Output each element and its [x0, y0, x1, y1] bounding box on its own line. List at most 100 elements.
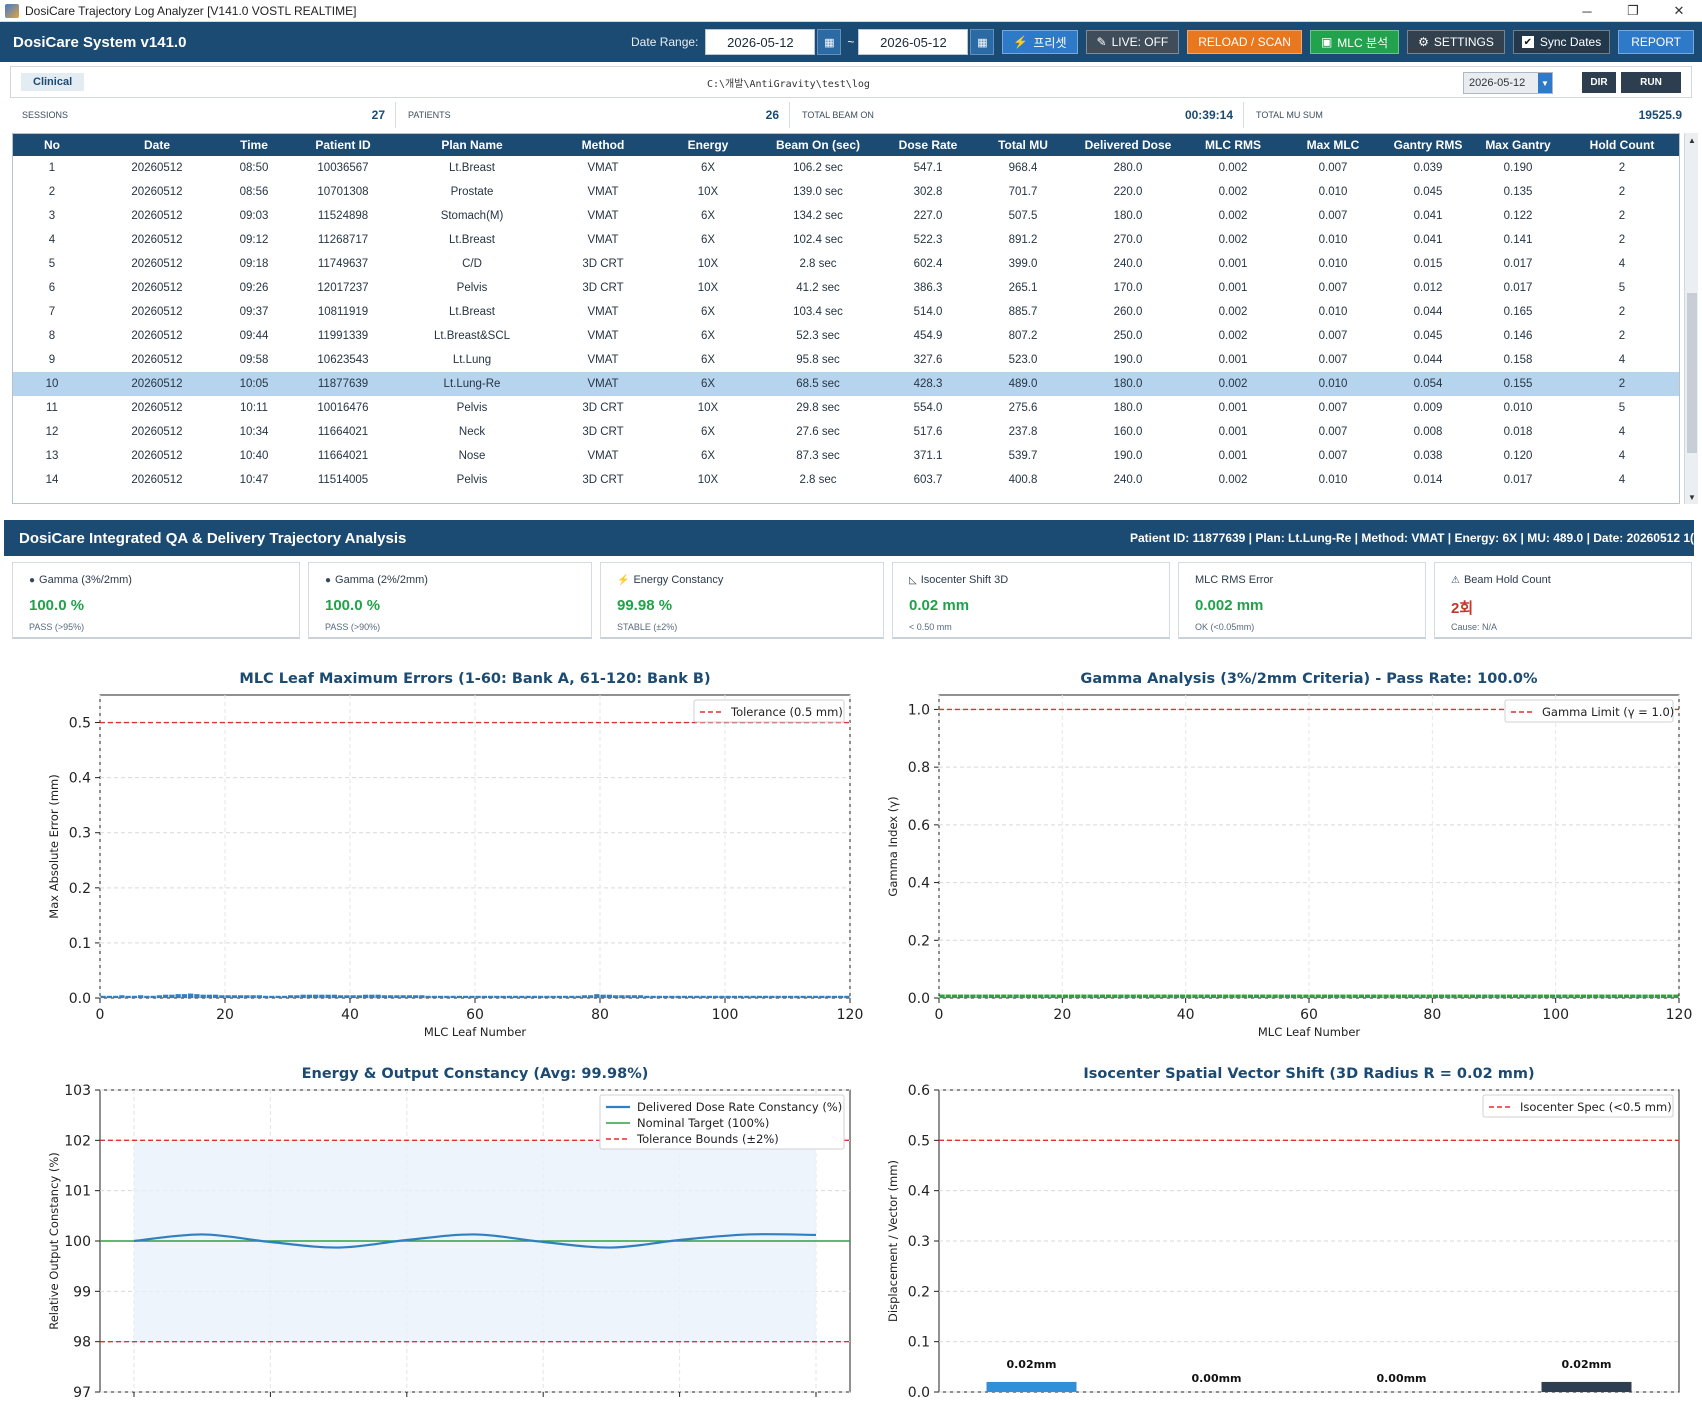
live-toggle-button[interactable]: ✎ LIVE: OFF [1085, 30, 1180, 54]
table-row[interactable]: 4 20260512 09:12 11268717 Lt.Breast VMAT 6X 102… [13, 228, 1679, 252]
mlc-leaf-bar [212, 994, 219, 998]
column-header[interactable]: Max Gantry [1485, 138, 1551, 152]
y-axis-label: Max Absolute Error (mm) [47, 774, 61, 918]
table-row[interactable]: 13 20260512 10:40 11664021 Nose VMAT 6X 87.3 se… [13, 444, 1679, 468]
column-header[interactable]: Date [143, 138, 170, 152]
mlc-analysis-button[interactable]: ▣ MLC 분석 [1309, 30, 1400, 54]
date-to-input[interactable]: 2026-05-12 [858, 29, 969, 55]
table-cell: 09:44 [239, 330, 269, 342]
table-row[interactable]: 9 20260512 09:58 10623543 Lt.Lung VMAT 6X 95.8 … [13, 348, 1679, 372]
column-header[interactable]: Delivered Dose [1084, 138, 1172, 152]
kpi-value: 99.98 % [617, 597, 673, 614]
column-header[interactable]: Total MU [998, 138, 1048, 152]
column-header[interactable]: Hold Count [1589, 138, 1655, 152]
settings-button[interactable]: ⚙ SETTINGS [1407, 30, 1505, 54]
table-cell: 0.002 [1218, 306, 1248, 318]
table-scrollbar[interactable]: ▲ ▼ [1684, 133, 1698, 504]
gamma-bar [1364, 994, 1371, 998]
gamma-bar [1192, 994, 1198, 998]
warning-icon: ⚠ [1451, 575, 1460, 586]
table-cell: 2.8 sec [799, 258, 837, 270]
table-row[interactable]: 5 20260512 09:18 11749637 C/D 3D CRT 10X 2.8 se… [13, 252, 1679, 276]
kpi-subtitle: PASS (>90%) [325, 622, 381, 632]
table-row[interactable]: 12 20260512 10:34 11664021 Neck 3D CRT 6X 27.6 … [13, 420, 1679, 444]
column-header[interactable]: Energy [687, 138, 729, 152]
table-cell: 11749637 [317, 258, 369, 270]
table-row[interactable]: 10 20260512 10:05 11877639 Lt.Lung-Re VMAT 6X 6… [13, 372, 1679, 396]
sync-dates-checkbox[interactable]: ✔ Sync Dates [1512, 30, 1611, 54]
mlc-leaf-bar [687, 995, 694, 998]
table-cell: Lt.Breast [448, 162, 496, 174]
table-row[interactable]: 8 20260512 09:44 11991339 Lt.Breast&SCL VMAT 6… [13, 324, 1679, 348]
table-row[interactable]: 6 20260512 09:26 12017237 Pelvis 3D CRT 10X 41.… [13, 276, 1679, 300]
scroll-down-icon[interactable]: ▼ [1688, 492, 1696, 502]
column-header[interactable]: Dose Rate [898, 138, 958, 152]
chevron-down-icon[interactable]: ▼ [1538, 73, 1552, 93]
gamma-bar [1013, 994, 1019, 998]
gamma-bar [1445, 994, 1451, 998]
close-icon[interactable]: ✕ [1673, 3, 1685, 18]
table-cell: Nose [458, 450, 486, 462]
table-cell: 102.4 sec [793, 234, 843, 246]
date-from-input[interactable]: 2026-05-12 [705, 29, 816, 55]
gamma-bar [939, 994, 945, 998]
calendar-icon[interactable]: ▦ [817, 29, 842, 55]
scrollbar-thumb[interactable] [1687, 293, 1697, 453]
table-cell: 0.010 [1503, 402, 1533, 414]
table-cell: 10811919 [317, 306, 369, 318]
y-axis-label: Displacement / Vector (mm) [886, 1160, 900, 1322]
table-header: No Date Time Patient ID Plan Name Method Energ… [13, 134, 1679, 156]
column-header[interactable]: Plan Name [441, 138, 503, 152]
mlc-leaf-bar [737, 995, 744, 998]
table-cell: 180.0 [1113, 210, 1143, 222]
report-button[interactable]: REPORT [1618, 30, 1694, 54]
restore-icon[interactable]: ❐ [1627, 3, 1639, 18]
mlc-leaf-bar [712, 995, 719, 998]
table-cell: 87.3 sec [796, 450, 840, 462]
gamma-bar [1457, 994, 1463, 998]
table-row[interactable]: 3 20260512 09:03 11524898 Stomach(M) VMAT 6X 13… [13, 204, 1679, 228]
table-cell: 0.010 [1318, 186, 1348, 198]
column-header[interactable]: Time [240, 138, 268, 152]
table-cell: 139.0 sec [793, 186, 843, 198]
table-cell: 237.8 [1008, 426, 1038, 438]
gamma-bar [1124, 994, 1130, 998]
table-cell: 240.0 [1113, 474, 1143, 486]
table-cell: 09:18 [239, 258, 269, 270]
table-cell: C/D [462, 258, 482, 270]
preset-button[interactable]: ⚡ 프리셋 [1002, 30, 1078, 54]
gamma-bar [1050, 994, 1056, 998]
mlc-leaf-bar [469, 995, 475, 998]
mode-tab-clinical[interactable]: Clinical [21, 73, 85, 91]
table-cell: 0.041 [1413, 210, 1443, 222]
reload-scan-button[interactable]: RELOAD / SCAN [1187, 30, 1302, 54]
run-button[interactable]: RUN [1621, 72, 1681, 93]
gamma-bar [1512, 994, 1519, 998]
table-cell: 0.141 [1503, 234, 1533, 246]
column-header[interactable]: Patient ID [315, 138, 371, 152]
gamma-bar [1543, 994, 1550, 998]
gamma-bar [1161, 994, 1167, 998]
table-cell: 0.018 [1503, 426, 1533, 438]
table-cell: 0.009 [1413, 402, 1443, 414]
gamma-bar [1149, 994, 1155, 998]
column-header[interactable]: Beam On (sec) [775, 138, 861, 152]
minimize-icon[interactable]: ─ [1582, 3, 1592, 19]
charts-area: MLC Leaf Maximum Errors (1-60: Bank A, 6… [12, 650, 1692, 1405]
column-header[interactable]: Method [581, 138, 625, 152]
calendar-icon[interactable]: ▦ [970, 29, 995, 55]
table-row[interactable]: 2 20260512 08:56 10701308 Prostate VMAT 10X 139… [13, 180, 1679, 204]
column-header[interactable]: Gantry RMS [1393, 138, 1463, 152]
table-row[interactable]: 11 20260512 10:11 10016476 Pelvis 3D CRT 10X 29… [13, 396, 1679, 420]
scroll-up-icon[interactable]: ▲ [1688, 135, 1696, 145]
mlc-leaf-bar [206, 994, 213, 998]
legend-box [599, 1094, 845, 1150]
table-row[interactable]: 14 20260512 10:47 11514005 Pelvis 3D CRT 10X 2.… [13, 468, 1679, 492]
path-date-select[interactable]: 2026-05-12 ▼ [1463, 72, 1553, 94]
dir-button[interactable]: DIR [1582, 72, 1616, 93]
table-row[interactable]: 7 20260512 09:37 10811919 Lt.Breast VMAT 6X 103… [13, 300, 1679, 324]
column-header[interactable]: No [44, 138, 60, 152]
column-header[interactable]: MLC RMS [1205, 138, 1261, 152]
table-row[interactable]: 1 20260512 08:50 10036567 Lt.Breast VMAT 6X 106… [13, 156, 1679, 180]
column-header[interactable]: Max MLC [1306, 138, 1360, 152]
